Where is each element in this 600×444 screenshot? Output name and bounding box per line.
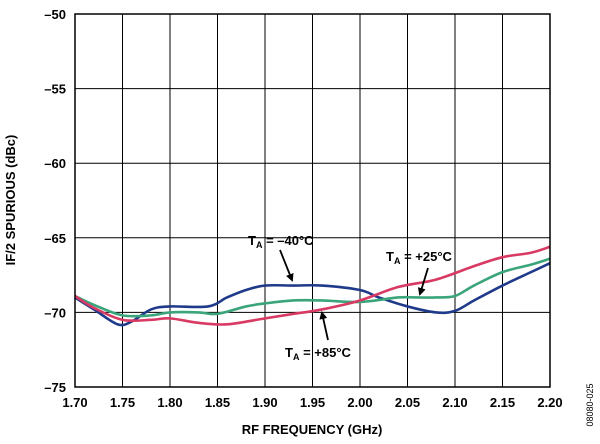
y-tick-label: –70 xyxy=(44,305,66,320)
series-lines xyxy=(74,245,551,327)
y-tick-label: –50 xyxy=(44,7,66,22)
x-tick-label: 2.20 xyxy=(537,395,562,410)
annotation-plus85: TA = +85°C xyxy=(285,345,352,362)
y-tick-labels: –50 –55 –60 –65 –70 –75 xyxy=(44,7,66,395)
x-tick-label: 1.70 xyxy=(62,395,87,410)
annotation-arrow-minus40 xyxy=(279,249,294,282)
x-tick-label: 2.15 xyxy=(490,395,515,410)
x-tick-label: 1.85 xyxy=(205,395,230,410)
series-line-minus40 xyxy=(74,261,551,327)
x-tick-label: 1.90 xyxy=(252,395,277,410)
annotation-minus40: TA = –40°C xyxy=(248,233,314,250)
x-tick-label: 2.05 xyxy=(395,395,420,410)
y-tick-label: –60 xyxy=(44,156,66,171)
x-tick-label: 1.80 xyxy=(157,395,182,410)
figure-id: 08080-025 xyxy=(585,383,595,426)
series-line-plus25 xyxy=(74,257,551,318)
y-axis-label: IF/2 SPURIOUS (dBc) xyxy=(3,135,18,266)
annotation-arrow-plus85 xyxy=(319,311,329,341)
plot-frame xyxy=(74,13,551,388)
annotation-plus25: TA = +25°C xyxy=(386,249,453,266)
x-tick-labels: 1.70 1.75 1.80 1.85 1.90 1.95 2.00 2.05 2.10 2.15… xyxy=(62,395,562,410)
grid-lines xyxy=(74,13,551,388)
annotation-arrow-plus25 xyxy=(417,267,429,296)
x-axis-label: RF FREQUENCY (GHz) xyxy=(242,422,383,437)
x-tick-label: 2.00 xyxy=(347,395,372,410)
x-tick-label: 1.95 xyxy=(300,395,325,410)
x-tick-label: 1.75 xyxy=(110,395,135,410)
y-tick-label: –55 xyxy=(44,82,66,97)
y-tick-label: –75 xyxy=(44,380,66,395)
y-tick-label: –65 xyxy=(44,231,66,246)
series-line-plus85 xyxy=(74,245,551,326)
x-tick-label: 2.10 xyxy=(442,395,467,410)
